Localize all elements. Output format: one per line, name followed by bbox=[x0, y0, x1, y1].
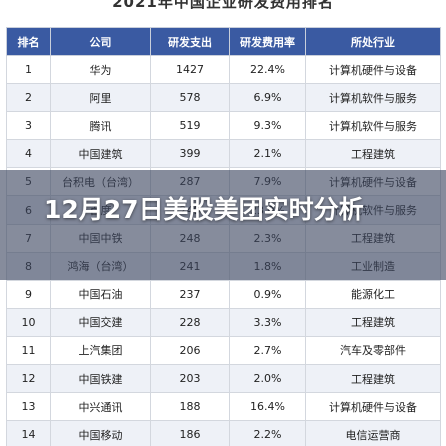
cell-rank: 11 bbox=[6, 335, 51, 366]
cell-industry: 工程建筑 bbox=[305, 307, 441, 337]
cell-rank: 1 bbox=[6, 54, 51, 85]
cell-rd-ratio: 2.1% bbox=[229, 139, 306, 169]
cell-rd-spend: 399 bbox=[150, 139, 230, 169]
cell-industry: 计算机硬件与设备 bbox=[305, 392, 441, 422]
cell-company: 中国建筑 bbox=[50, 139, 151, 169]
headline-text: 12月27日美股美团实时分析 bbox=[44, 195, 364, 224]
cell-rd-spend: 228 bbox=[150, 307, 230, 337]
table-row: 3 腾讯 519 9.3% 计算机软件与服务 bbox=[6, 111, 441, 141]
cell-rd-ratio: 2.2% bbox=[229, 420, 306, 446]
table-row: 10 中国交建 228 3.3% 工程建筑 bbox=[6, 307, 441, 337]
cell-industry: 计算机硬件与设备 bbox=[305, 54, 441, 85]
column-header-rd-spend: 研发支出 bbox=[150, 27, 230, 56]
table-row: 13 中兴通讯 188 16.4% 计算机硬件与设备 bbox=[6, 392, 441, 422]
table-row: 2 阿里 578 6.9% 计算机软件与服务 bbox=[6, 83, 441, 113]
cell-rank: 3 bbox=[6, 111, 51, 141]
column-header-industry: 所处行业 bbox=[305, 27, 441, 56]
table-row: 1 华为 1427 22.4% 计算机硬件与设备 bbox=[6, 54, 441, 85]
table-header-row: 排名 公司 研发支出 研发费用率 所处行业 bbox=[6, 27, 441, 56]
cell-rd-spend: 1427 bbox=[150, 54, 230, 85]
cell-industry: 工程建筑 bbox=[305, 139, 441, 169]
cell-company: 中国交建 bbox=[50, 307, 151, 337]
table-row: 9 中国石油 237 0.9% 能源化工 bbox=[6, 279, 441, 309]
cell-company: 中国移动 bbox=[50, 420, 151, 446]
cell-rd-ratio: 9.3% bbox=[229, 111, 306, 141]
cell-rd-spend: 186 bbox=[150, 420, 230, 446]
cell-industry: 电信运营商 bbox=[305, 420, 441, 446]
cell-industry: 计算机软件与服务 bbox=[305, 111, 441, 141]
cell-rd-spend: 519 bbox=[150, 111, 230, 141]
cell-company: 阿里 bbox=[50, 83, 151, 113]
cell-rd-ratio: 6.9% bbox=[229, 83, 306, 113]
cell-rank: 14 bbox=[6, 420, 51, 446]
cell-rank: 9 bbox=[6, 279, 51, 309]
table-row: 14 中国移动 186 2.2% 电信运营商 bbox=[6, 420, 441, 446]
page-title: 2021年中国企业研发费用排名 bbox=[112, 0, 334, 11]
headline-overlay bbox=[0, 170, 446, 280]
cell-rd-ratio: 16.4% bbox=[229, 392, 306, 422]
table-row: 4 中国建筑 399 2.1% 工程建筑 bbox=[6, 139, 441, 169]
cell-company: 中兴通讯 bbox=[50, 392, 151, 422]
cell-rd-spend: 578 bbox=[150, 83, 230, 113]
cell-company: 华为 bbox=[50, 54, 151, 85]
cell-rd-ratio: 3.3% bbox=[229, 307, 306, 337]
column-header-rank: 排名 bbox=[6, 27, 51, 56]
cell-company: 上汽集团 bbox=[50, 335, 151, 366]
column-header-company: 公司 bbox=[50, 27, 151, 56]
cell-rank: 12 bbox=[6, 364, 51, 394]
cell-rd-ratio: 22.4% bbox=[229, 54, 306, 85]
cell-rd-spend: 188 bbox=[150, 392, 230, 422]
cell-company: 中国石油 bbox=[50, 279, 151, 309]
cell-rank: 2 bbox=[6, 83, 51, 113]
cell-company: 腾讯 bbox=[50, 111, 151, 141]
cell-industry: 能源化工 bbox=[305, 279, 441, 309]
cell-rd-spend: 206 bbox=[150, 335, 230, 366]
table-row: 12 中国铁建 203 2.0% 工程建筑 bbox=[6, 364, 441, 394]
cell-rd-ratio: 2.0% bbox=[229, 364, 306, 394]
cell-industry: 汽车及零部件 bbox=[305, 335, 441, 366]
cell-rd-ratio: 0.9% bbox=[229, 279, 306, 309]
table-row: 11 上汽集团 206 2.7% 汽车及零部件 bbox=[6, 335, 441, 366]
column-header-rd-ratio: 研发费用率 bbox=[229, 27, 306, 56]
cell-rd-spend: 237 bbox=[150, 279, 230, 309]
cell-company: 中国铁建 bbox=[50, 364, 151, 394]
cell-rank: 10 bbox=[6, 307, 51, 337]
cell-rd-spend: 203 bbox=[150, 364, 230, 394]
cell-rd-ratio: 2.7% bbox=[229, 335, 306, 366]
cell-rank: 13 bbox=[6, 392, 51, 422]
cell-industry: 计算机软件与服务 bbox=[305, 83, 441, 113]
cell-rank: 4 bbox=[6, 139, 51, 169]
cell-industry: 工程建筑 bbox=[305, 364, 441, 394]
